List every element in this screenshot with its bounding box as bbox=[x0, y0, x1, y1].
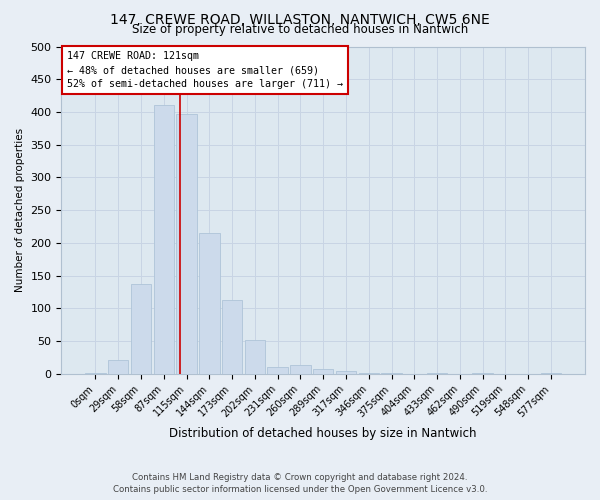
Bar bbox=[336, 370, 356, 374]
Bar bbox=[108, 360, 128, 374]
Bar bbox=[541, 372, 561, 374]
Bar bbox=[131, 284, 151, 374]
Bar bbox=[268, 366, 288, 374]
Text: Contains HM Land Registry data © Crown copyright and database right 2024.
Contai: Contains HM Land Registry data © Crown c… bbox=[113, 472, 487, 494]
Bar bbox=[154, 106, 174, 374]
Text: 147 CREWE ROAD: 121sqm
← 48% of detached houses are smaller (659)
52% of semi-de: 147 CREWE ROAD: 121sqm ← 48% of detached… bbox=[67, 52, 343, 90]
Text: Size of property relative to detached houses in Nantwich: Size of property relative to detached ho… bbox=[132, 22, 468, 36]
Bar bbox=[199, 233, 220, 374]
X-axis label: Distribution of detached houses by size in Nantwich: Distribution of detached houses by size … bbox=[169, 427, 477, 440]
Bar bbox=[85, 372, 106, 374]
Bar bbox=[472, 372, 493, 374]
Bar bbox=[176, 114, 197, 374]
Bar bbox=[313, 368, 334, 374]
Bar bbox=[359, 372, 379, 374]
Bar bbox=[222, 300, 242, 374]
Y-axis label: Number of detached properties: Number of detached properties bbox=[15, 128, 25, 292]
Bar bbox=[290, 365, 311, 374]
Bar bbox=[427, 372, 448, 374]
Bar bbox=[245, 340, 265, 374]
Text: 147, CREWE ROAD, WILLASTON, NANTWICH, CW5 6NE: 147, CREWE ROAD, WILLASTON, NANTWICH, CW… bbox=[110, 12, 490, 26]
